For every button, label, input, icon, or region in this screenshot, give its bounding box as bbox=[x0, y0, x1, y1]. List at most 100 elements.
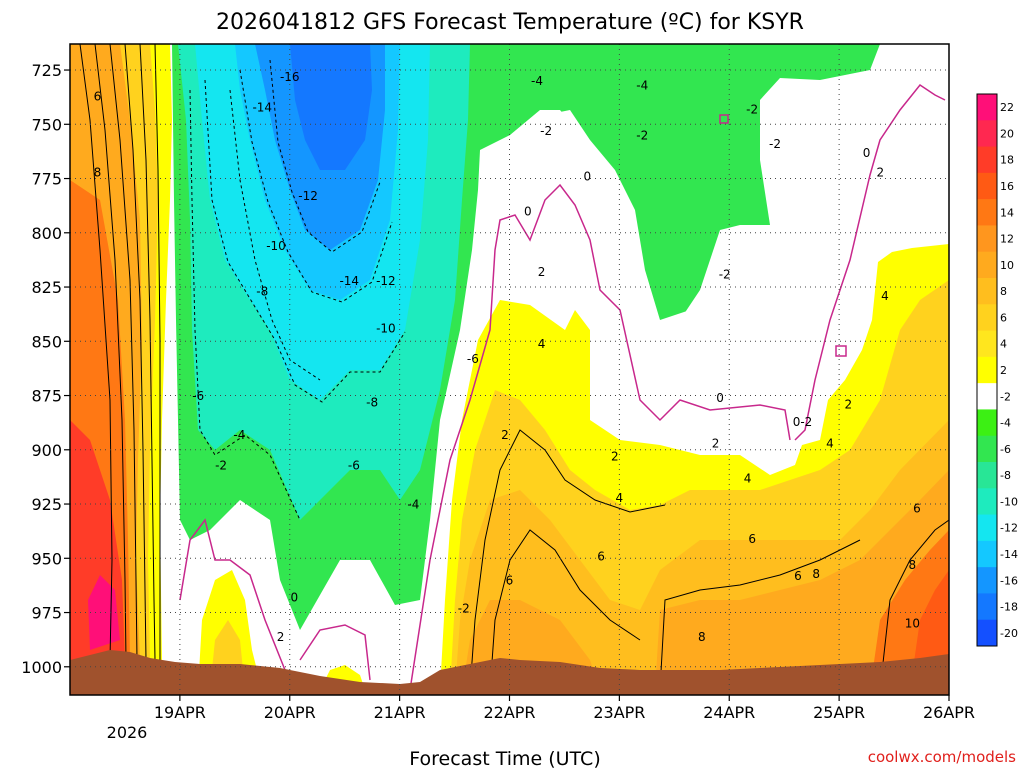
contour-label: 8 bbox=[909, 558, 917, 572]
contour-label: 8 bbox=[94, 165, 102, 179]
contour-label: 4 bbox=[538, 337, 546, 351]
x-tick-label: 20APR bbox=[264, 703, 316, 722]
contour-label: -2 bbox=[769, 137, 781, 151]
colorbar-swatch bbox=[977, 251, 997, 279]
source-credit: coolwx.com/models bbox=[868, 748, 1016, 766]
colorbar-swatch bbox=[977, 278, 997, 305]
chart-title: 2026041812 GFS Forecast Temperature (ºC)… bbox=[216, 10, 804, 35]
zero-isotherm-lines bbox=[179, 83, 946, 691]
colorbar-swatch bbox=[977, 120, 997, 148]
colorbar-label: 16 bbox=[1000, 180, 1014, 193]
y-tick-label: 925 bbox=[31, 495, 62, 514]
contour-label: -12 bbox=[298, 189, 318, 203]
contour-label: 10 bbox=[905, 617, 920, 631]
colorbar-swatch bbox=[977, 304, 997, 332]
colorbar-swatch bbox=[977, 146, 997, 174]
contour-label: -8 bbox=[256, 285, 268, 299]
colorbar-label: -16 bbox=[1000, 574, 1018, 587]
y-tick-label: 775 bbox=[31, 170, 62, 189]
y-tick-label: 825 bbox=[31, 278, 62, 297]
negative-contour-lines bbox=[189, 59, 406, 521]
contour-label: 2 bbox=[611, 450, 619, 464]
contour-label: 0 bbox=[716, 391, 724, 405]
colorbar-swatch bbox=[977, 462, 997, 489]
contour-label: 0 bbox=[291, 591, 299, 605]
y-tick-label: 850 bbox=[31, 332, 62, 351]
colorbar-label: -10 bbox=[1000, 495, 1018, 508]
contour-labels: 68-16-14-12-10-8-6-4-202-14 -12-10-8-6-4-… bbox=[94, 70, 921, 644]
contour-label: -2 bbox=[636, 128, 648, 142]
contour-label: -14 bbox=[252, 100, 272, 114]
y-tick-label: 1000 bbox=[21, 658, 62, 677]
contour-label: 6 bbox=[794, 569, 802, 583]
contour-label: -10 bbox=[266, 239, 286, 253]
x-tick-label: 26APR bbox=[923, 703, 975, 722]
contour-label: 2 bbox=[538, 265, 546, 279]
contour-label: 6 bbox=[913, 502, 921, 516]
cold-deepblue-region bbox=[290, 44, 372, 170]
colorbar-label: 10 bbox=[1000, 259, 1014, 272]
contour-label: 2 bbox=[277, 630, 285, 644]
contour-label: -2 bbox=[215, 458, 227, 472]
y-tick-label: 800 bbox=[31, 224, 62, 243]
x-tick-label: 24APR bbox=[703, 703, 755, 722]
colorbar-swatch bbox=[977, 409, 997, 437]
colorbar-swatch bbox=[977, 330, 997, 358]
colorbar-swatch bbox=[977, 172, 997, 200]
contour-label: 0 bbox=[524, 204, 532, 218]
colorbar-label: -8 bbox=[1000, 469, 1011, 482]
colorbar-label: 6 bbox=[1000, 311, 1007, 324]
contour-label: 8 bbox=[812, 567, 820, 581]
contour-label: 0 bbox=[584, 170, 592, 184]
contour-label: 6 bbox=[506, 573, 514, 587]
contour-label: -2 bbox=[719, 267, 731, 281]
colorbar-frame bbox=[976, 93, 998, 647]
contour-label: -10 bbox=[376, 322, 396, 336]
contour-label: 6 bbox=[94, 89, 102, 103]
colorbar-label: 2 bbox=[1000, 364, 1007, 377]
grid-lines bbox=[70, 44, 949, 695]
colorbar-swatch bbox=[977, 94, 997, 121]
contour-label: 6 bbox=[597, 549, 605, 563]
colorbar: 22 20 18 16 14 12 10 8 6 4 2 -2 -4 -6 -8 -10 -12 -14 -16 -1… bbox=[976, 93, 1018, 647]
colorbar-label: -2 bbox=[1000, 390, 1011, 403]
colorbar-label: -14 bbox=[1000, 548, 1018, 561]
contour-lines bbox=[79, 44, 949, 691]
contour-label: -4 bbox=[531, 74, 543, 88]
colorbar-swatch bbox=[977, 567, 997, 594]
x-tick-label: 25APR bbox=[813, 703, 865, 722]
warm-deeporange-region-right-2 bbox=[655, 470, 949, 690]
y-tick-label: 975 bbox=[31, 604, 62, 623]
contour-label: -2 bbox=[458, 602, 470, 616]
contour-label: 0-2 bbox=[793, 415, 813, 429]
contour-label: -14 bbox=[339, 274, 359, 288]
contour-label: -12 bbox=[376, 274, 396, 288]
contour-label: -16 bbox=[280, 70, 300, 84]
x-axis: 19APR 20APR 21APR 22APR 23APR 24APR 25APR 26APR bbox=[154, 695, 975, 722]
contour-label: -6 bbox=[348, 458, 360, 472]
contour-label: -6 bbox=[192, 389, 204, 403]
contour-label: 2 bbox=[712, 437, 720, 451]
y-tick-label: 900 bbox=[31, 441, 62, 460]
colorbar-swatch bbox=[977, 619, 997, 647]
contour-label: -4 bbox=[233, 428, 245, 442]
colorbar-label: 14 bbox=[1000, 206, 1014, 219]
colorbar-label: 4 bbox=[1000, 338, 1007, 351]
colorbar-label: -20 bbox=[1000, 627, 1018, 640]
contour-label: 4 bbox=[881, 289, 889, 303]
x-tick-label: 21APR bbox=[374, 703, 426, 722]
contour-label: -4 bbox=[407, 497, 419, 511]
colorbar-swatch bbox=[977, 435, 997, 463]
x-tick-label: 23APR bbox=[593, 703, 645, 722]
y-axis: 725 750 775 800 825 850 875 900 925 950 975 1000 bbox=[21, 61, 70, 677]
contour-label: 2 bbox=[844, 398, 852, 412]
contour-label: 0 bbox=[863, 146, 871, 160]
contour-label: -6 bbox=[467, 352, 479, 366]
colorbar-label: -18 bbox=[1000, 601, 1018, 614]
colorbar-swatch bbox=[977, 593, 997, 621]
contour-label: 2 bbox=[501, 428, 509, 442]
x-tick-label: 22APR bbox=[483, 703, 535, 722]
colorbar-label: 18 bbox=[1000, 154, 1014, 167]
y-tick-label: 725 bbox=[31, 61, 62, 80]
